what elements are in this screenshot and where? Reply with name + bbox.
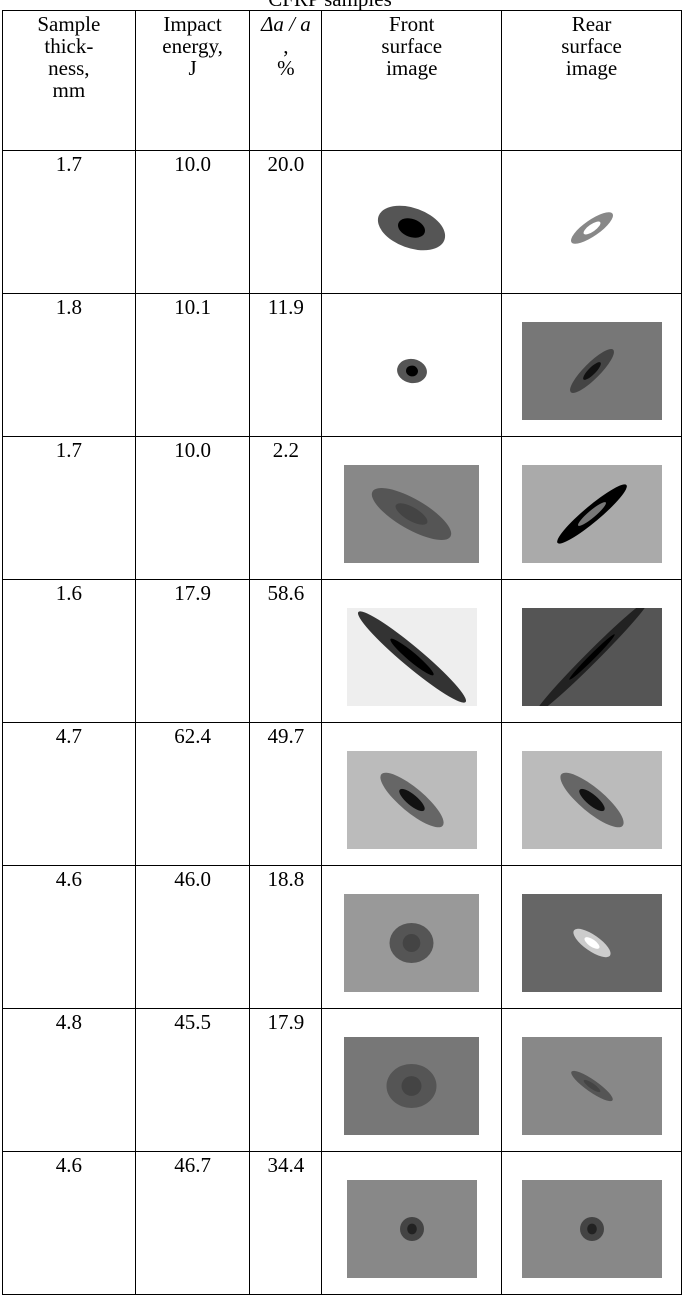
image-cell	[322, 151, 502, 294]
thermal-image	[522, 894, 662, 992]
image-cell	[502, 294, 682, 437]
header-line: Sample	[5, 13, 133, 35]
header-line: image	[324, 57, 499, 79]
data-cell: 4.8	[3, 1009, 136, 1152]
data-cell: 58.6	[250, 580, 322, 723]
thermal-image	[344, 465, 479, 563]
thermal-image	[352, 322, 472, 420]
image-cell	[502, 437, 682, 580]
data-cell: 17.9	[250, 1009, 322, 1152]
thermal-image	[522, 1037, 662, 1135]
thermal-image	[522, 608, 662, 706]
data-cell: 20.0	[250, 151, 322, 294]
data-cell: 2.2	[250, 437, 322, 580]
image-cell	[322, 723, 502, 866]
data-cell: 34.4	[250, 1152, 322, 1295]
header-line: mm	[5, 79, 133, 101]
thermal-image	[347, 751, 477, 849]
data-cell: 1.7	[3, 437, 136, 580]
data-cell: 10.0	[135, 437, 250, 580]
data-cell: 10.1	[135, 294, 250, 437]
header-line: Rear	[504, 13, 679, 35]
data-cell: 62.4	[135, 723, 250, 866]
data-cell: 1.8	[3, 294, 136, 437]
header-line: ,	[252, 35, 319, 57]
data-cell: 4.6	[3, 866, 136, 1009]
thermal-image	[354, 179, 469, 277]
thermal-image	[347, 608, 477, 706]
image-cell	[322, 437, 502, 580]
header-line: %	[252, 57, 319, 79]
data-cell: 10.0	[135, 151, 250, 294]
thermal-image	[522, 751, 662, 849]
image-cell	[322, 1152, 502, 1295]
thermal-image	[522, 322, 662, 420]
header-line: surface	[324, 35, 499, 57]
page: CFRP samples Samplethick-ness,mmImpacten…	[0, 0, 682, 1311]
thermal-image	[344, 894, 479, 992]
data-cell: 45.5	[135, 1009, 250, 1152]
header-line: J	[138, 57, 248, 79]
thermal-image	[522, 465, 662, 563]
header-line: Impact	[138, 13, 248, 35]
data-cell: 11.9	[250, 294, 322, 437]
data-cell: 17.9	[135, 580, 250, 723]
header-line: thick-	[5, 35, 133, 57]
image-cell	[322, 1009, 502, 1152]
thermal-image	[522, 179, 662, 277]
image-cell	[502, 1152, 682, 1295]
data-cell: 1.7	[3, 151, 136, 294]
image-cell	[322, 580, 502, 723]
thermal-image	[344, 1037, 479, 1135]
header-line: image	[504, 57, 679, 79]
image-cell	[322, 866, 502, 1009]
header-line: ness,	[5, 57, 133, 79]
thermal-image	[522, 1180, 662, 1278]
data-cell: 46.0	[135, 866, 250, 1009]
image-cell	[502, 723, 682, 866]
image-cell	[502, 580, 682, 723]
image-cell	[502, 866, 682, 1009]
image-cell	[502, 1009, 682, 1152]
image-cell	[502, 151, 682, 294]
thermal-image	[347, 1180, 477, 1278]
image-cell	[322, 294, 502, 437]
header-line: Δa / a	[252, 13, 319, 35]
header-line: surface	[504, 35, 679, 57]
data-cell: 46.7	[135, 1152, 250, 1295]
data-cell: 1.6	[3, 580, 136, 723]
data-cell: 49.7	[250, 723, 322, 866]
data-cell: 18.8	[250, 866, 322, 1009]
header-line: energy,	[138, 35, 248, 57]
data-cell: 4.7	[3, 723, 136, 866]
header-line: Front	[324, 13, 499, 35]
data-cell: 4.6	[3, 1152, 136, 1295]
header-cell: Δa / a,%	[250, 11, 322, 151]
